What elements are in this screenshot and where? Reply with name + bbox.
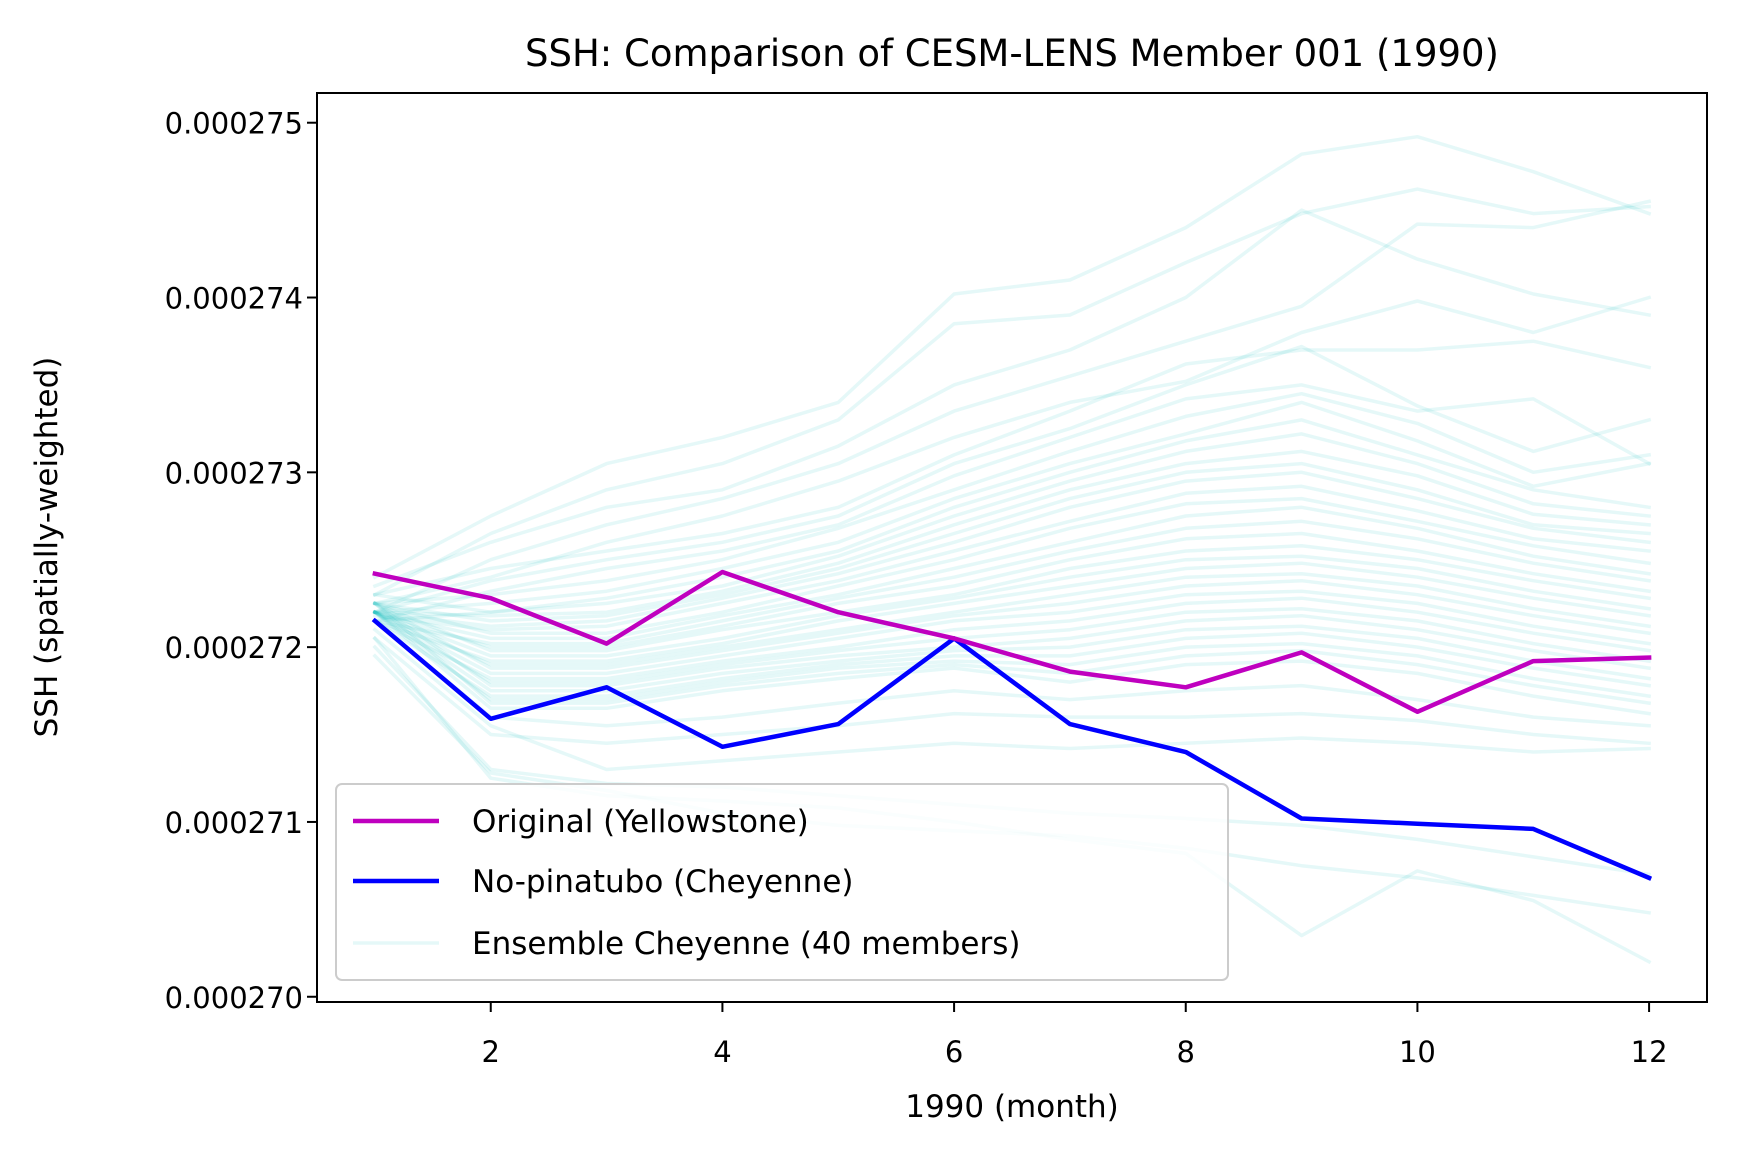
series-line-no-pinatubo [371, 617, 1653, 881]
ensemble-member-line-34 [372, 609, 1652, 716]
x-tick-label: 2 [482, 1035, 500, 1069]
ensemble-member-line-5 [372, 295, 1652, 606]
x-axis-label: 1990 (month) [905, 1089, 1119, 1125]
ensemble-member-line-21 [372, 544, 1652, 653]
x-tick-label: 4 [713, 1035, 731, 1069]
ensemble-member-line-19 [372, 519, 1652, 646]
ensemble-member-line-27 [372, 596, 1652, 681]
ensemble-member-line-32 [372, 609, 1652, 702]
ensemble-member-line-37 [372, 627, 1651, 772]
ensemble-member-line-22 [372, 554, 1652, 658]
ensemble-member-line-7 [372, 344, 1652, 615]
y-axis-label: SSH (spatially-weighted) [29, 357, 65, 738]
ensemble-member-line-15 [372, 470, 1652, 628]
x-tick-label: 12 [1631, 1035, 1668, 1069]
main-lines [371, 569, 1653, 881]
ensemble-lines [372, 134, 1652, 965]
ensemble-member-line-16 [372, 484, 1652, 632]
ensemble-member-line-36 [372, 635, 1651, 746]
legend-entry-no-pinatubo-label: No-pinatubo (Cheyenne) [472, 864, 854, 900]
x-tick-label: 6 [945, 1035, 963, 1069]
axes-frame [316, 92, 1708, 1003]
chart-title: SSH: Comparison of CESM-LENS Member 001 … [525, 32, 1499, 75]
ensemble-member-line-29 [372, 600, 1652, 688]
legend-entry-original-label: Original (Yellowstone) [472, 804, 809, 840]
ensemble-member-line-12 [373, 432, 1652, 623]
series-line-original [372, 569, 1652, 715]
ensemble-member-line-20 [372, 531, 1652, 649]
ensemble-member-line-8 [372, 383, 1652, 624]
ensemble-member-line-3 [372, 208, 1652, 589]
ensemble-member-line-25 [372, 578, 1652, 670]
ensemble-member-line-24 [372, 571, 1652, 667]
ensemble-member-line-26 [372, 589, 1652, 676]
y-tick-label: 0.000272 [165, 631, 303, 665]
ensemble-member-line-13 [373, 449, 1652, 618]
ensemble-member-line-9 [373, 391, 1652, 606]
x-tick-label: 10 [1399, 1035, 1436, 1069]
x-axis-ticks: 2 4 6 8 10 12 [482, 1002, 1668, 1069]
ensemble-member-line-11 [372, 418, 1652, 614]
ensemble-member-line-17 [372, 496, 1652, 635]
y-tick-label: 0.000273 [165, 456, 303, 490]
legend-box [335, 783, 1229, 981]
ensemble-member-line-14 [372, 461, 1651, 623]
ensemble-member-line-1 [372, 134, 1652, 580]
y-axis-ticks: 0.000270 0.000271 0.000272 0.000273 0.000274… [165, 107, 317, 1015]
y-tick-label: 0.000270 [165, 981, 303, 1015]
ensemble-member-line-23 [372, 561, 1652, 663]
y-tick-label: 0.000274 [165, 282, 303, 316]
y-tick-label: 0.000271 [165, 806, 303, 840]
ensemble-member-line-33 [372, 600, 1652, 706]
ensemble-member-line-4 [372, 199, 1652, 615]
y-tick-label: 0.000275 [165, 107, 303, 141]
ensemble-member-line-10 [373, 400, 1652, 615]
legend-entry-ensemble-label: Ensemble Cheyenne (40 members) [472, 926, 1020, 962]
ensemble-member-line-2 [372, 187, 1651, 598]
ensemble-member-line-6 [372, 339, 1652, 597]
x-tick-label: 8 [1177, 1035, 1195, 1069]
ensemble-member-line-28 [372, 606, 1652, 684]
legend: Original (Yellowstone) No-pinatubo (Cheye… [335, 783, 1229, 981]
